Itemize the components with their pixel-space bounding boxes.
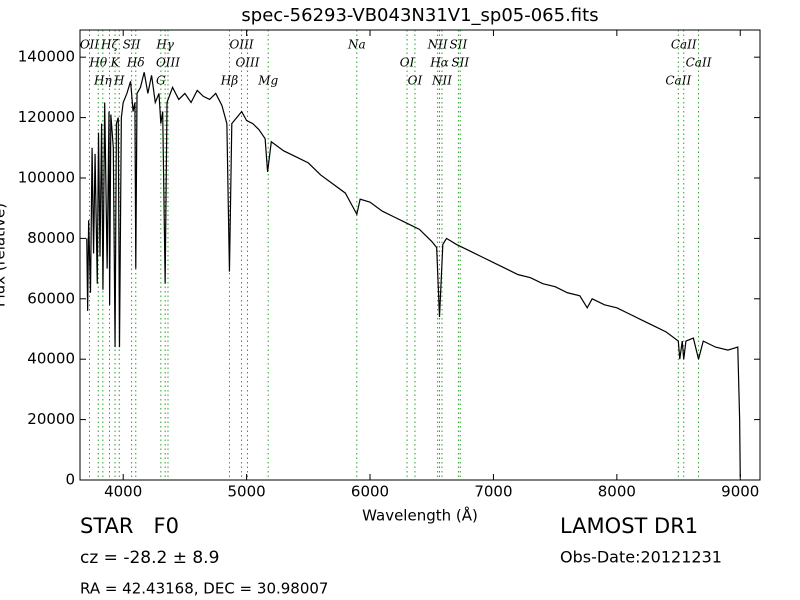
spectral-line-label: SII bbox=[123, 38, 141, 52]
y-tick-label: 120000 bbox=[18, 108, 75, 126]
spectral-line-label: Hθ bbox=[88, 56, 107, 70]
obs-date: Obs-Date:20121231 bbox=[560, 548, 722, 567]
spectral-line-label: CaII bbox=[686, 56, 712, 70]
spectral-line-label: Hα bbox=[429, 56, 449, 70]
x-tick-label: 9000 bbox=[721, 483, 759, 501]
x-tick-label: 6000 bbox=[351, 483, 389, 501]
spectrum-line bbox=[86, 72, 741, 477]
coordinates: RA = 42.43168, DEC = 30.98007 bbox=[80, 580, 328, 598]
plot-frame bbox=[79, 29, 761, 481]
x-tick-label: 7000 bbox=[474, 483, 512, 501]
spectral-line-label: Na bbox=[347, 38, 366, 52]
spectral-line-label: NII bbox=[431, 74, 452, 88]
y-tick-label: 140000 bbox=[18, 48, 75, 66]
spectral-line-label: Hη bbox=[93, 74, 112, 88]
spectral-line-label: CaII bbox=[665, 74, 691, 88]
spectral-line-label: Mg bbox=[257, 74, 278, 88]
x-tick-label: 8000 bbox=[598, 483, 636, 501]
x-tick-label: 4000 bbox=[104, 483, 142, 501]
spectral-line-label: Hβ bbox=[220, 74, 238, 88]
spectral-line-label: OII bbox=[80, 38, 100, 52]
chart-title: spec-56293-VB043N31V1_sp05-065.fits bbox=[241, 5, 598, 26]
y-axis-label: Flux (relative) bbox=[0, 203, 9, 307]
spectral-line-label: OIII bbox=[156, 56, 180, 70]
spectral-line-label: SII bbox=[450, 38, 468, 52]
spectral-line-label: SII bbox=[451, 56, 469, 70]
x-tick-label: 5000 bbox=[228, 483, 266, 501]
spectral-line-label: G bbox=[156, 74, 166, 88]
y-tick-label: 20000 bbox=[27, 410, 75, 428]
spectral-line-label: NII bbox=[427, 38, 448, 52]
survey: LAMOST DR1 bbox=[560, 514, 698, 538]
redshift: cz = -28.2 ± 8.9 bbox=[80, 548, 219, 568]
spectral-line-label: OI bbox=[400, 56, 415, 70]
spectral-line-label: CaII bbox=[671, 38, 697, 52]
y-tick-label: 80000 bbox=[27, 229, 75, 247]
object-class: STAR F0 bbox=[80, 514, 179, 538]
spectral-line-label: Hδ bbox=[126, 56, 145, 70]
spectral-line-label: OIII bbox=[230, 38, 254, 52]
spectral-line-label: H bbox=[113, 74, 125, 88]
y-tick-label: 100000 bbox=[18, 168, 75, 186]
spectral-line-label: Hγ bbox=[155, 38, 174, 52]
y-tick-label: 60000 bbox=[27, 289, 75, 307]
y-tick-label: 0 bbox=[65, 471, 75, 489]
x-axis-label: Wavelength (Å) bbox=[362, 506, 478, 525]
spectral-line-label: OI bbox=[408, 74, 423, 88]
y-tick-label: 40000 bbox=[27, 350, 75, 368]
spectral-line-label: Hζ bbox=[100, 38, 119, 52]
spectral-line-label: OIII bbox=[235, 56, 259, 70]
spectral-line-label: K bbox=[110, 56, 121, 70]
